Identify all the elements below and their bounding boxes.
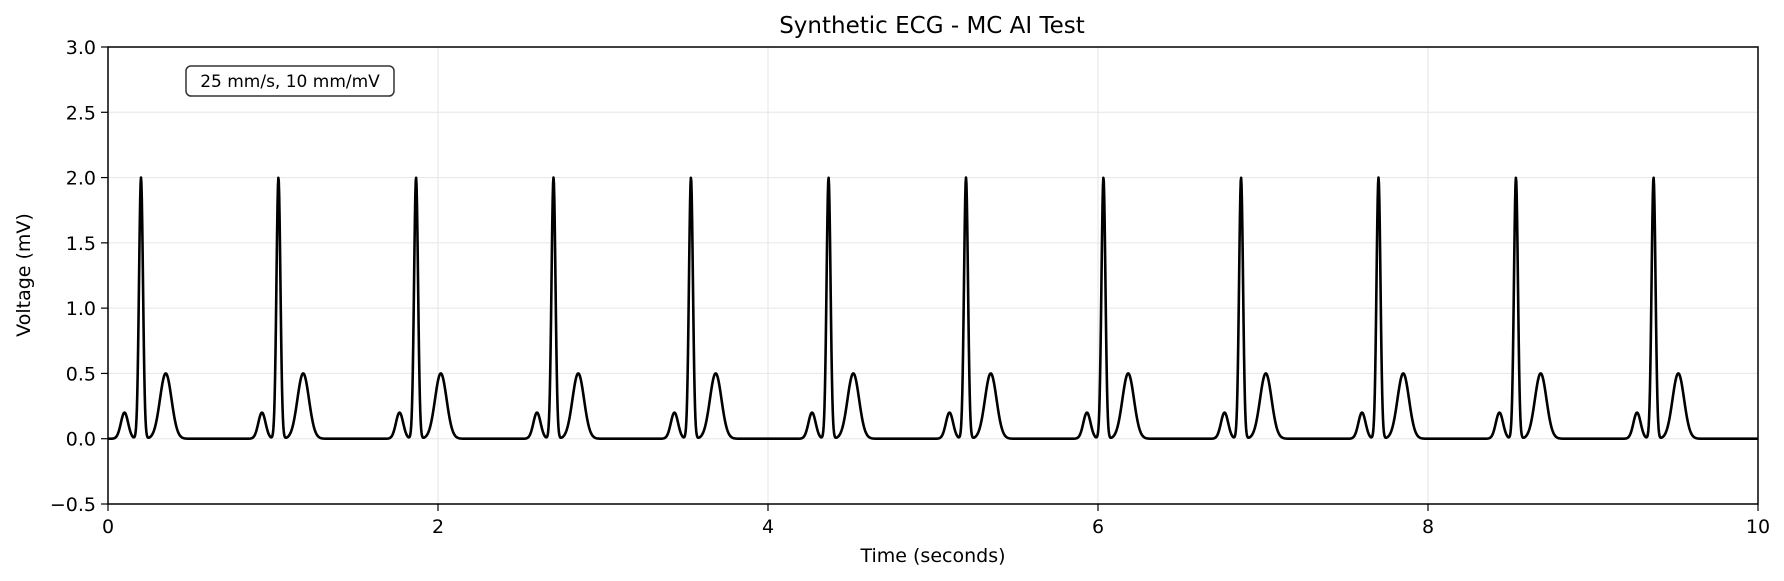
x-tick-label: 0: [102, 516, 114, 538]
y-tick-label: 0.5: [66, 363, 96, 385]
annotation-frame: [185, 65, 395, 97]
x-tick-label: 8: [1422, 516, 1434, 538]
y-tick-label: 0.0: [66, 429, 96, 451]
x-tick-label: 4: [762, 516, 774, 538]
y-tick-label: 2.0: [66, 168, 96, 190]
annotation-box: 25 mm/s, 10 mm/mV: [185, 65, 395, 97]
x-tick-label: 2: [432, 516, 444, 538]
x-axis-ticks: 0 2 4 6 8 10: [102, 504, 1770, 538]
plot-frame: [107, 46, 1759, 505]
x-tick-label: 10: [1746, 516, 1770, 538]
y-tick-label: 2.5: [66, 102, 96, 124]
x-tick-label: 6: [1092, 516, 1104, 538]
ecg-trace-line: [107, 176, 1759, 441]
y-tick-label: 1.0: [66, 298, 96, 320]
y-tick-label: 3.0: [66, 37, 96, 59]
chart-title: Synthetic ECG - MC AI Test: [779, 13, 1085, 39]
y-axis-ticks: −0.5 0.0 0.5 1.0 1.5 2.0 2.5 3.0: [50, 37, 108, 516]
y-tick-label: −0.5: [50, 494, 96, 516]
annotation-text: 25 mm/s, 10 mm/mV: [200, 72, 380, 92]
y-tick-label: 1.5: [66, 233, 96, 255]
x-axis-label: Time (seconds): [859, 545, 1005, 567]
y-axis-label: Voltage (mV): [13, 213, 35, 337]
ecg-trace-group: [107, 176, 1759, 441]
